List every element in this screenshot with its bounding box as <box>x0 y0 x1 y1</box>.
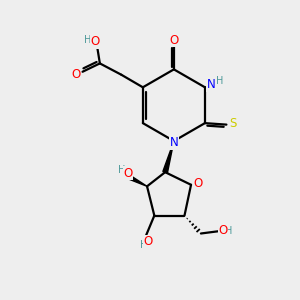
Text: N: N <box>206 78 215 92</box>
Text: O: O <box>144 236 153 248</box>
Polygon shape <box>163 141 174 173</box>
Text: O: O <box>123 167 133 180</box>
Text: O: O <box>71 68 81 81</box>
Text: H: H <box>118 165 126 175</box>
Text: H: H <box>216 76 223 86</box>
Polygon shape <box>128 175 147 186</box>
Text: S: S <box>229 117 237 130</box>
Text: H: H <box>140 239 148 250</box>
Text: N: N <box>169 136 178 149</box>
Text: H: H <box>225 226 233 236</box>
Text: O: O <box>169 34 178 46</box>
Text: O: O <box>218 224 228 237</box>
Text: O: O <box>194 177 203 190</box>
Text: O: O <box>91 35 100 48</box>
Text: H: H <box>84 34 92 44</box>
